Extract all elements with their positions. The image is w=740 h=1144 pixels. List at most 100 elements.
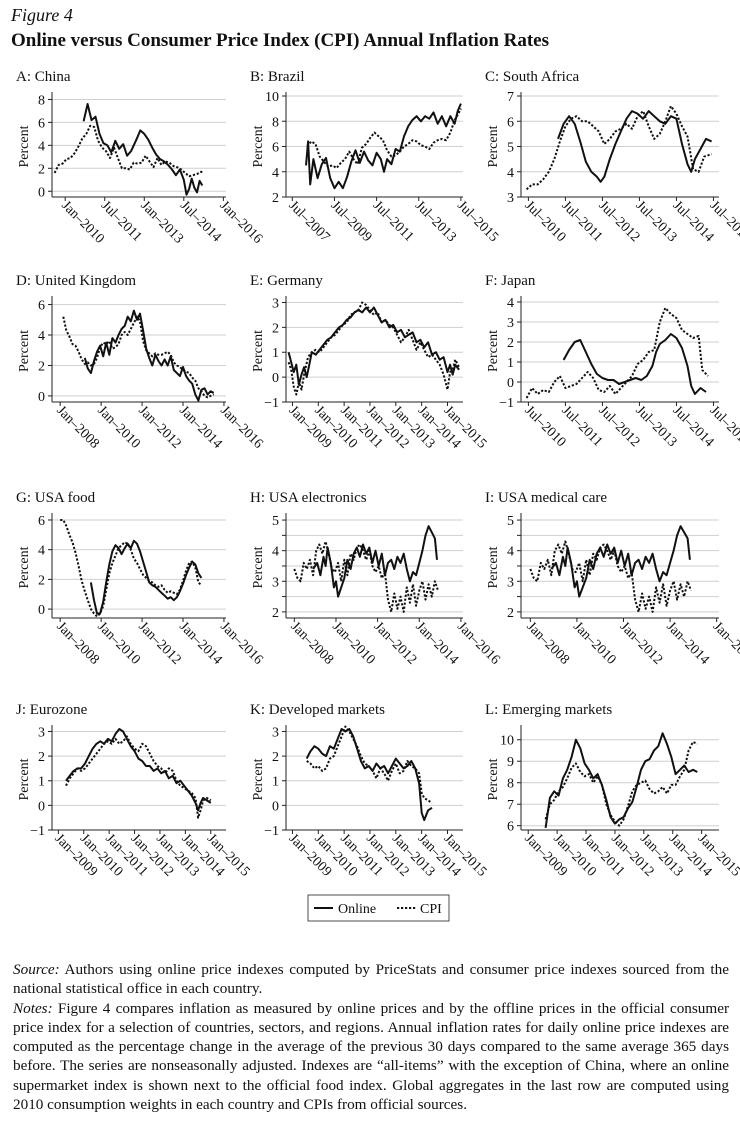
notes-label: Notes: — [13, 999, 53, 1017]
series-online-line — [544, 732, 698, 829]
x-tick-label: Jan–2016 — [710, 619, 740, 668]
y-tick-label: 0 — [272, 799, 279, 814]
notes-block: Source: Authors using online price index… — [13, 960, 729, 1114]
y-tick-label: 3 — [507, 191, 514, 206]
y-tick-label: 5 — [507, 514, 514, 529]
y-tick-label: 3 — [272, 296, 279, 311]
y-tick-label: 9 — [507, 755, 514, 770]
y-tick-label: 7 — [507, 90, 514, 105]
y-tick-label: 4 — [38, 329, 45, 344]
y-tick-label: −1 — [30, 824, 45, 839]
y-tick-label: 8 — [38, 93, 45, 108]
panels-layer: A: China Percent 0 2 4 6 8 Jan–2010 Jul–2011 Jan–… — [16, 69, 740, 880]
panel-11: K: Developed marketsPercent−10123Jan–200… — [250, 702, 489, 880]
y-tick-label: 6 — [38, 116, 45, 131]
x-tick-label: Jan–2016 — [454, 619, 503, 668]
y-axis-label: Percent — [251, 330, 266, 372]
source-note: Source: Authors using online price index… — [13, 960, 729, 999]
y-tick-label: −1 — [264, 396, 279, 411]
y-tick-label: 4 — [38, 139, 45, 154]
figure-label: Figure 4 — [11, 5, 73, 25]
y-tick-label: −1 — [499, 396, 514, 411]
y-tick-label: 4 — [38, 544, 45, 559]
x-tick-label: Jan–2010 — [58, 198, 107, 247]
series-online-line — [557, 110, 713, 183]
panel-9: I: USA medical carePercent2345Jan–2008Ja… — [485, 490, 740, 668]
y-tick-label: 4 — [507, 166, 514, 181]
x-tick-label: Jan–2008 — [523, 619, 572, 668]
panel-title: E: Germany — [250, 273, 323, 289]
x-tick-label: Jan–2010 — [570, 619, 619, 668]
y-axis-label: Percent — [17, 330, 32, 372]
series-online-line — [550, 525, 691, 598]
y-tick-label: 6 — [272, 141, 279, 156]
series-online-line — [287, 306, 460, 386]
y-tick-label: 0 — [38, 185, 45, 200]
panel-title: H: USA electronics — [250, 490, 367, 506]
y-tick-label: 2 — [272, 321, 279, 336]
series-cpi-line — [53, 124, 204, 178]
panel-2: B: BrazilPercent246810Jul–2007Jul–2009Ju… — [250, 69, 501, 245]
x-tick-label: Jan–2012 — [135, 619, 184, 668]
legend-cpi-label: CPI — [420, 902, 442, 917]
x-tick-label: Jul–2015 — [454, 198, 501, 245]
y-tick-label: 6 — [38, 299, 45, 314]
panel-title: G: USA food — [16, 490, 96, 506]
y-tick-label: −1 — [264, 824, 279, 839]
charts-grid: A: China Percent 0 2 4 6 8 Jan–2010 Jul–2011 Jan–… — [16, 69, 740, 922]
x-tick-label: Jan–2014 — [176, 619, 225, 668]
y-tick-label: 2 — [38, 750, 45, 765]
y-tick-label: 0 — [38, 390, 45, 405]
series-online-line — [305, 728, 433, 822]
y-tick-label: 4 — [507, 545, 514, 560]
panel-title: J: Eurozone — [16, 702, 88, 718]
y-tick-label: 1 — [272, 775, 279, 790]
panel-7: G: USA foodPercent0246Jan–2008Jan–2010Ja… — [16, 490, 266, 668]
x-tick-label: Jan–2010 — [94, 403, 143, 452]
y-tick-label: 5 — [507, 141, 514, 156]
y-tick-label: 1 — [272, 346, 279, 361]
y-tick-label: 8 — [507, 777, 514, 792]
x-tick-label: Jan–2008 — [53, 403, 102, 452]
y-tick-label: 6 — [38, 514, 45, 529]
figure-title: Online versus Consumer Price Index (CPI)… — [11, 30, 550, 51]
x-tick-label: Jan–2014 — [663, 619, 712, 668]
x-tick-label: Jan–2014 — [412, 619, 461, 668]
series-cpi-line — [60, 519, 203, 618]
source-text: Authors using online price indexes compu… — [13, 961, 729, 998]
series-cpi-line — [306, 725, 433, 804]
y-tick-label: 4 — [272, 166, 279, 181]
x-tick-label: Jan–2012 — [135, 403, 184, 452]
legend: Online CPI — [307, 894, 450, 922]
y-tick-label: 10 — [500, 734, 514, 749]
source-label: Source: — [13, 961, 60, 978]
y-tick-label: 4 — [272, 545, 279, 560]
panel-6: F: JapanPercent−101234Jul–2010Jul–2011Ju… — [485, 273, 740, 450]
series-cpi-line — [306, 108, 462, 169]
panel-title: L: Emerging markets — [485, 702, 612, 718]
y-tick-label: 2 — [272, 750, 279, 765]
panel-title: F: Japan — [485, 273, 536, 289]
x-tick-label: Jan–2010 — [329, 619, 378, 668]
series-cpi-line — [544, 740, 698, 827]
series-online-line — [83, 309, 215, 402]
panel-title: D: United Kingdom — [16, 273, 136, 289]
panel-8: H: USA electronicsPercent2345Jan–2008Jan… — [250, 490, 503, 668]
panel-5: E: GermanyPercent−10123Jan–2009Jan–2010J… — [250, 273, 489, 452]
y-tick-label: 3 — [507, 575, 514, 590]
panel-4: D: United KingdomPercent0246Jan–2008Jan–… — [16, 273, 266, 452]
y-tick-label: 2 — [38, 573, 45, 588]
x-tick-label: Jul–2007 — [285, 198, 332, 245]
y-axis-label: Percent — [251, 758, 266, 800]
x-tick-label: Jan–2014 — [176, 403, 225, 452]
y-tick-label: 2 — [507, 336, 514, 351]
series-cpi-line — [65, 735, 212, 819]
y-tick-label: 5 — [272, 514, 279, 529]
panel-10: J: EurozonePercent−10123Jan–2009Jan–2010… — [16, 702, 252, 880]
series-online-line — [312, 525, 438, 598]
panel-3: C: South AfricaPercent34567Jul–2010Jul–2… — [485, 69, 740, 245]
series-online-line — [562, 333, 707, 395]
y-tick-label: 4 — [507, 296, 514, 311]
y-tick-label: 3 — [272, 725, 279, 740]
series-online-line — [305, 103, 462, 190]
